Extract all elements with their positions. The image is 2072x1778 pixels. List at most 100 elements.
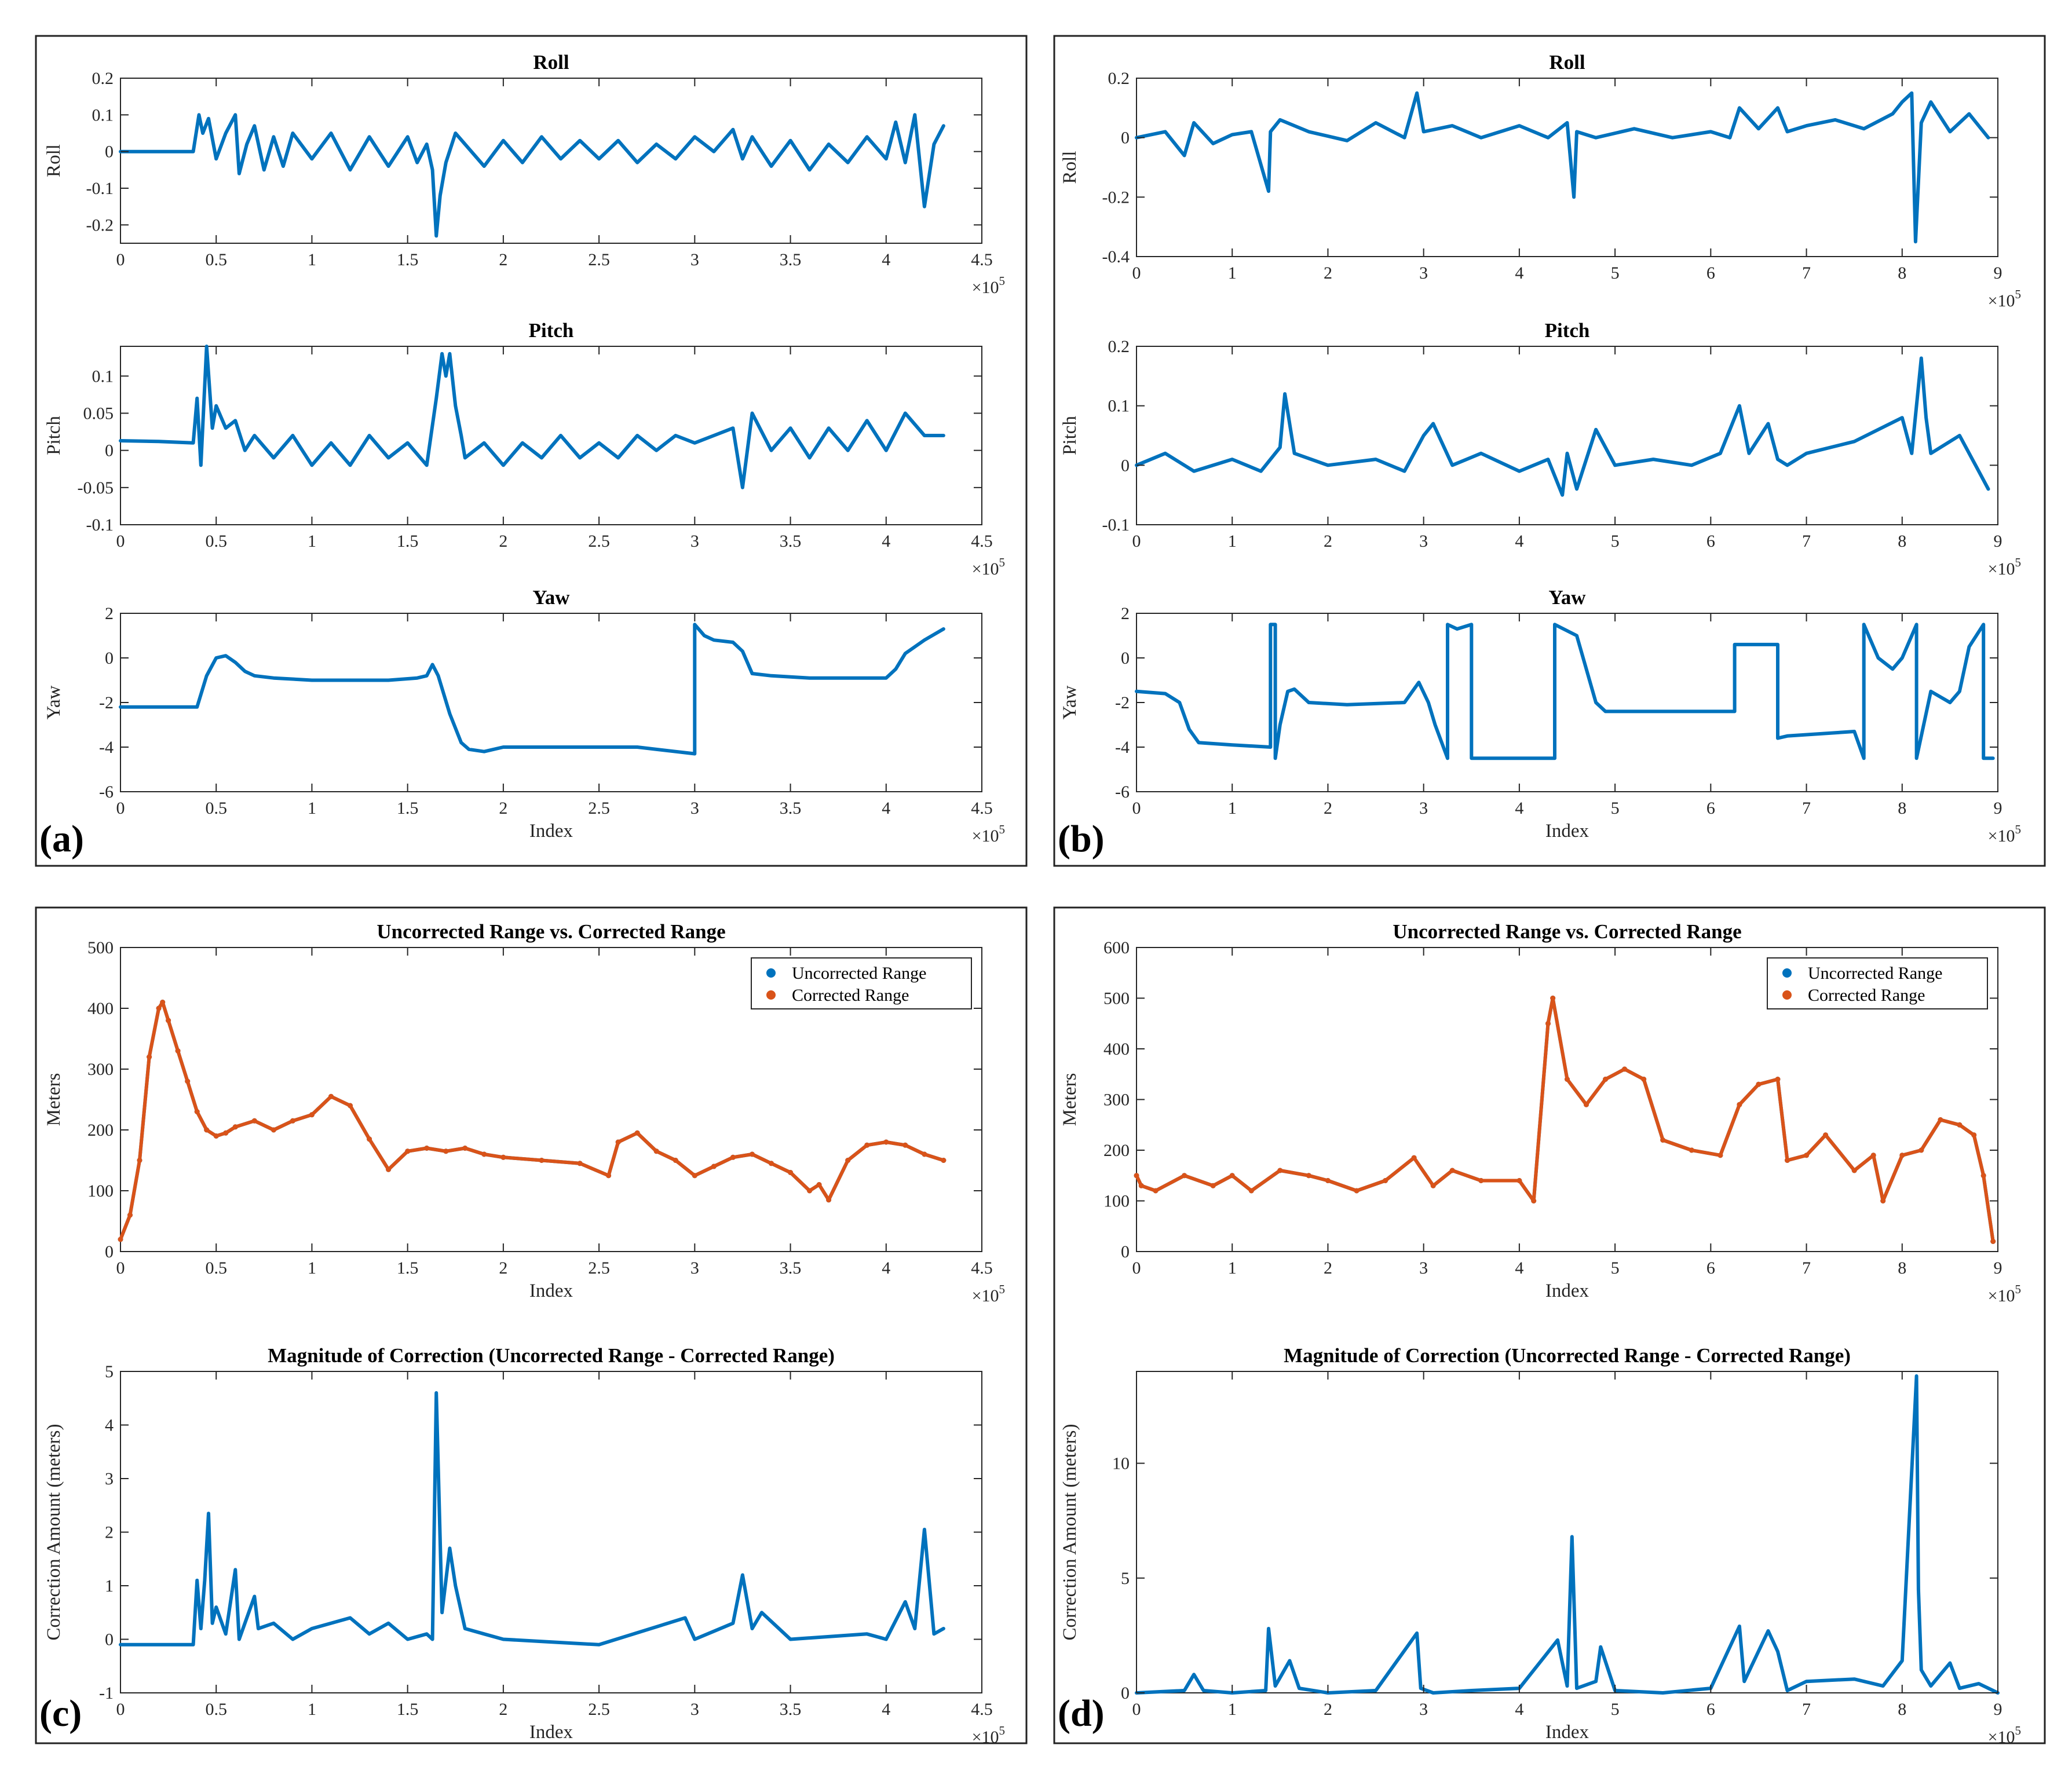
data-point [1880, 1198, 1886, 1203]
data-point [540, 135, 543, 138]
data-point [922, 1151, 927, 1157]
data-point [1307, 130, 1310, 133]
data-point [1553, 623, 1556, 626]
data-point [291, 1638, 294, 1641]
data-point [434, 397, 438, 400]
data-point [502, 463, 505, 467]
data-point [1403, 470, 1406, 473]
data-point [1556, 1638, 1559, 1642]
x-tick-label: 3 [690, 799, 699, 818]
x-tick-label: 4 [882, 250, 890, 269]
data-point [751, 1627, 754, 1630]
data-point [885, 1638, 888, 1641]
data-point [291, 434, 294, 437]
data-point [483, 1632, 486, 1636]
y-tick-label: 0 [105, 142, 114, 162]
data-point [913, 1627, 916, 1630]
data-point [1197, 741, 1200, 744]
data-point [424, 1146, 430, 1151]
data-point [1354, 1188, 1360, 1194]
data-point [1899, 1153, 1905, 1158]
x-tick-label: 2 [1324, 799, 1332, 818]
x-exponent-label: ×105 [1988, 287, 2021, 310]
data-point [328, 1093, 334, 1099]
data-point [1570, 1535, 1574, 1538]
data-point [1910, 452, 1913, 455]
data-point [731, 641, 734, 644]
data-point [1278, 446, 1282, 449]
data-point [711, 1164, 717, 1169]
data-point [348, 1103, 353, 1108]
panel-b-frame [1053, 35, 2046, 867]
panel-letter-a: (a) [39, 818, 84, 860]
data-point [118, 1236, 123, 1242]
data-point [237, 172, 241, 175]
data-point [1182, 1173, 1187, 1179]
data-point [1776, 643, 1779, 646]
data-point [1411, 1155, 1417, 1161]
data-point [214, 1605, 218, 1609]
y-tick-label: -0.1 [86, 515, 114, 535]
x-tick-label: 1.5 [397, 250, 419, 269]
x-tick-label: 3.5 [780, 799, 802, 818]
x-tick-label: 7 [1802, 264, 1811, 283]
data-point [1709, 130, 1712, 133]
data-point [425, 674, 429, 678]
x-tick-label: 4 [1515, 264, 1523, 283]
data-point [1862, 127, 1866, 130]
series-correction [119, 1391, 945, 1647]
data-point [459, 741, 463, 744]
data-point [1298, 1686, 1301, 1690]
data-point [1709, 709, 1712, 713]
data-point [406, 135, 410, 138]
legend: Uncorrected Range Corrected Range [751, 957, 972, 1009]
data-point [577, 1161, 583, 1166]
data-point [1982, 623, 1985, 626]
data-point [1374, 458, 1377, 461]
axes-box [120, 346, 982, 525]
data-point [368, 1632, 371, 1636]
data-point [454, 1584, 457, 1587]
data-point [1948, 701, 1952, 704]
data-point [1719, 452, 1722, 455]
data-point [431, 663, 434, 666]
data-point [1269, 623, 1272, 626]
data-point [788, 1170, 794, 1175]
data-point [1553, 756, 1556, 760]
data-point [387, 164, 390, 168]
legend: Uncorrected Range Corrected Range [1767, 957, 1988, 1009]
data-point [1910, 92, 1913, 95]
data-point [1689, 1147, 1694, 1153]
data-point [1851, 1168, 1857, 1173]
x-tick-label: 5 [1611, 1700, 1620, 1719]
x-tick-label: 0 [116, 1258, 125, 1278]
data-point [448, 712, 451, 715]
x-tick-label: 8 [1898, 532, 1906, 551]
x-tick-label: 3 [1419, 799, 1428, 818]
data-point [1202, 1689, 1205, 1692]
data-point [1566, 452, 1569, 455]
x-tick-label: 2.5 [588, 799, 610, 818]
data-point [448, 352, 451, 356]
data-point [1550, 996, 1556, 1001]
legend-box [751, 957, 972, 1009]
data-point [1852, 1677, 1856, 1681]
data-point [214, 656, 218, 660]
x-tick-label: 9 [1994, 1700, 2002, 1719]
y-tick-label: 200 [1103, 1141, 1130, 1160]
data-point [1187, 727, 1191, 731]
data-point [349, 1616, 352, 1619]
data-point [1248, 1188, 1254, 1194]
x-tick-label: 4 [1515, 1700, 1523, 1719]
data-point [1920, 121, 1923, 125]
data-point [731, 1622, 734, 1625]
data-point [1776, 106, 1779, 109]
y-tick-label: 500 [1103, 989, 1130, 1008]
y-tick-label: -2 [99, 693, 114, 712]
data-point [349, 168, 352, 171]
chart-title: Pitch [1545, 319, 1590, 342]
data-point [1561, 493, 1564, 497]
data-point [1346, 703, 1349, 707]
data-point [224, 131, 228, 135]
